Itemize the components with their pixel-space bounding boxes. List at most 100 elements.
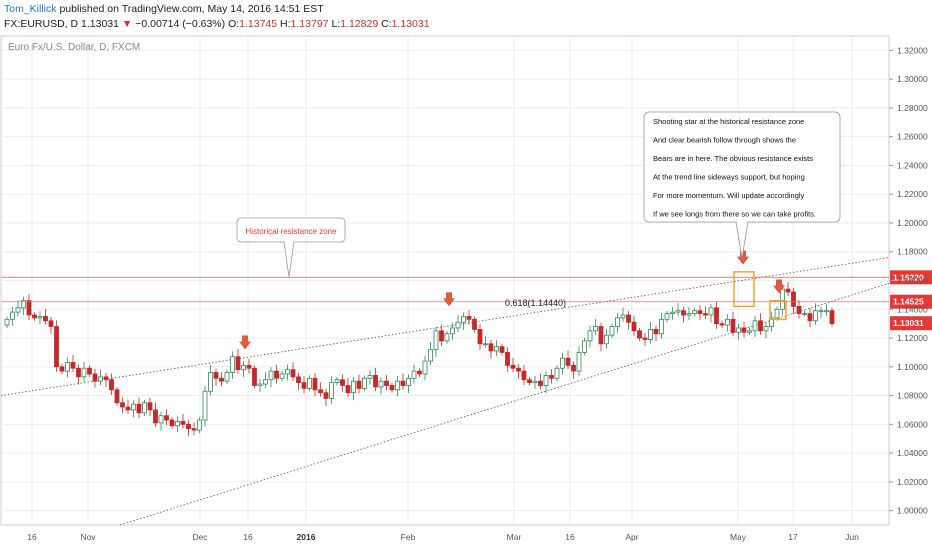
candle[interactable] xyxy=(730,318,736,333)
candle[interactable] xyxy=(246,364,252,369)
candle[interactable] xyxy=(703,313,708,316)
candle[interactable] xyxy=(455,321,461,329)
candle[interactable] xyxy=(791,291,796,307)
candle[interactable] xyxy=(637,330,642,339)
candle[interactable] xyxy=(818,310,824,313)
candle[interactable] xyxy=(802,313,807,315)
candle[interactable] xyxy=(554,367,560,379)
candle[interactable] xyxy=(494,346,499,352)
candle[interactable] xyxy=(428,349,433,362)
candle[interactable] xyxy=(274,370,279,379)
candle[interactable] xyxy=(241,364,246,371)
candle[interactable] xyxy=(279,373,285,379)
candle[interactable] xyxy=(158,415,164,424)
candle[interactable] xyxy=(378,380,384,388)
candle[interactable] xyxy=(59,366,65,372)
candle[interactable] xyxy=(576,352,582,372)
candles[interactable] xyxy=(4,281,835,437)
candle[interactable] xyxy=(87,367,92,375)
candle[interactable] xyxy=(714,307,719,325)
candle[interactable] xyxy=(763,326,769,332)
candle[interactable] xyxy=(560,357,565,369)
candle[interactable] xyxy=(125,406,131,411)
candle[interactable] xyxy=(367,375,373,379)
candle[interactable] xyxy=(461,316,466,323)
candle[interactable] xyxy=(598,326,604,345)
candle[interactable] xyxy=(653,328,659,335)
candle[interactable] xyxy=(147,402,153,411)
candle[interactable] xyxy=(631,321,637,332)
candle[interactable] xyxy=(213,372,219,379)
candle[interactable] xyxy=(356,380,362,389)
candle[interactable] xyxy=(48,320,54,327)
candle[interactable] xyxy=(191,428,197,431)
candle[interactable] xyxy=(521,370,527,381)
candle[interactable] xyxy=(373,375,378,388)
candle[interactable] xyxy=(65,362,70,372)
candle[interactable] xyxy=(477,328,483,345)
candle[interactable] xyxy=(829,310,835,325)
candle[interactable] xyxy=(103,376,109,381)
candle[interactable] xyxy=(747,330,752,333)
candle[interactable] xyxy=(307,377,312,389)
candle[interactable] xyxy=(224,372,230,382)
candle[interactable] xyxy=(329,382,334,399)
candle[interactable] xyxy=(197,419,202,431)
candle[interactable] xyxy=(257,383,263,386)
candle[interactable] xyxy=(686,313,692,316)
candle[interactable] xyxy=(345,385,351,394)
candle[interactable] xyxy=(582,340,587,353)
candle[interactable] xyxy=(202,390,208,421)
candle[interactable] xyxy=(697,310,703,314)
candle[interactable] xyxy=(587,330,593,342)
candle[interactable] xyxy=(785,288,791,293)
candle[interactable] xyxy=(807,313,813,322)
candle[interactable] xyxy=(120,402,125,408)
candle[interactable] xyxy=(37,316,43,319)
candle[interactable] xyxy=(824,310,829,313)
candle[interactable] xyxy=(675,310,681,313)
candle[interactable] xyxy=(648,328,653,340)
candle[interactable] xyxy=(98,376,103,382)
candle[interactable] xyxy=(538,380,543,386)
candle[interactable] xyxy=(813,310,818,322)
candle[interactable] xyxy=(252,367,257,386)
candle[interactable] xyxy=(620,314,626,319)
candle[interactable] xyxy=(384,380,389,386)
candle[interactable] xyxy=(263,379,268,385)
candle[interactable] xyxy=(301,382,307,389)
candle[interactable] xyxy=(769,317,774,327)
candle[interactable] xyxy=(312,377,318,391)
candle[interactable] xyxy=(439,330,444,342)
candle[interactable] xyxy=(741,327,747,333)
candle[interactable] xyxy=(334,379,340,384)
candle[interactable] xyxy=(615,317,620,327)
time-axis[interactable]: 16 Nov Dec 16 2016 Feb Mar 16 Apr May 17 Jun xyxy=(27,532,859,542)
candle[interactable] xyxy=(296,376,301,384)
candle[interactable] xyxy=(180,421,186,425)
candle[interactable] xyxy=(164,415,169,421)
candle[interactable] xyxy=(774,308,780,319)
candle[interactable] xyxy=(719,323,725,326)
candle[interactable] xyxy=(664,313,670,320)
candle[interactable] xyxy=(81,367,87,378)
candle[interactable] xyxy=(411,370,417,379)
candle[interactable] xyxy=(796,305,802,314)
candle[interactable] xyxy=(43,316,48,322)
candle[interactable] xyxy=(395,380,400,391)
candle[interactable] xyxy=(604,334,609,345)
candle[interactable] xyxy=(208,372,213,392)
candle[interactable] xyxy=(593,326,598,332)
candle[interactable] xyxy=(169,419,175,427)
candle[interactable] xyxy=(175,421,180,427)
candle[interactable] xyxy=(417,370,422,375)
candle[interactable] xyxy=(565,357,571,366)
candle[interactable] xyxy=(752,320,758,332)
candle[interactable] xyxy=(406,377,411,386)
candle[interactable] xyxy=(389,385,395,391)
candle[interactable] xyxy=(230,356,235,373)
candle[interactable] xyxy=(516,367,521,372)
candle[interactable] xyxy=(186,423,191,430)
candle[interactable] xyxy=(780,288,785,310)
candle[interactable] xyxy=(532,380,538,384)
